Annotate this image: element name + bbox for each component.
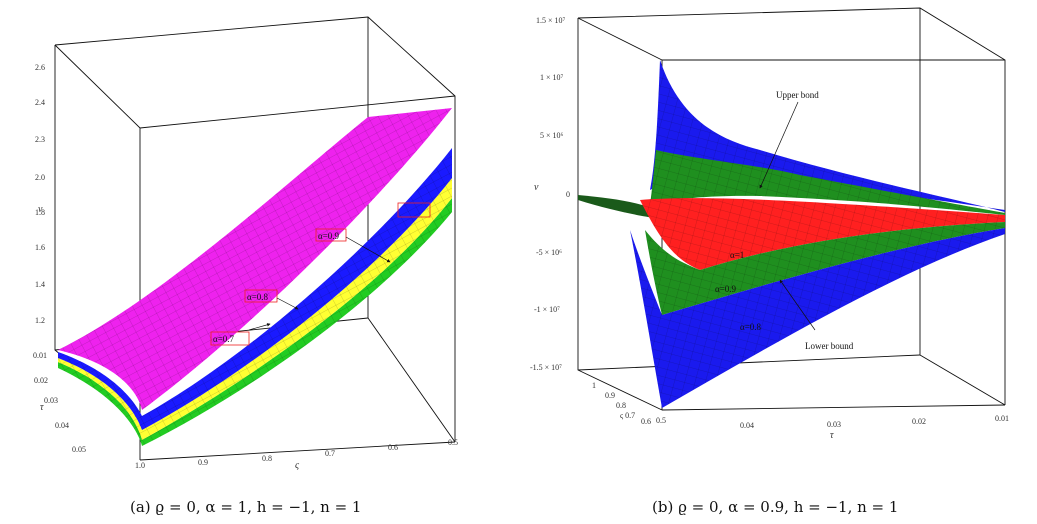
z-tick: 2.4 xyxy=(35,98,45,107)
z-tick: 1.2 xyxy=(35,316,45,325)
chart-a-annotations: α=0.9 α=0.8 α=0.7 xyxy=(210,202,431,346)
chart-b-x-ticks: 0.5 0.04 0.03 0.02 0.01 τ xyxy=(656,414,1009,441)
x-tick: 1.0 xyxy=(135,461,145,470)
y-tick: 0.6 xyxy=(641,417,651,426)
z-tick: 0.01 xyxy=(33,351,47,360)
x-tick: 0.8 xyxy=(262,454,272,463)
y-tick: 0.02 xyxy=(34,376,48,385)
z-tick: -1 × 10⁷ xyxy=(534,305,560,314)
surface-b-alpha-0.9-upper xyxy=(650,150,1005,215)
z-tick: -5 × 10⁶ xyxy=(536,248,562,257)
z-tick: 1.8 xyxy=(35,208,45,217)
z-tick: 5 × 10⁶ xyxy=(540,131,564,140)
surface-b-alpha-1 xyxy=(640,198,1005,270)
z-tick: -1.5 × 10⁷ xyxy=(530,363,562,372)
annotation-lower-bound: Lower bound xyxy=(805,341,854,351)
x-tick: 0.7 xyxy=(325,449,335,458)
chart-b-y-ticks: 1 0.9 0.8 ς 0.7 0.6 xyxy=(592,381,651,426)
surface-b-alpha-0.9-lower xyxy=(645,222,1005,315)
x-tick: 0.9 xyxy=(198,458,208,467)
z-tick: 1.4 xyxy=(35,280,45,289)
z-tick: 1 × 10⁷ xyxy=(540,73,564,82)
annotation-upper-bond: Upper bond xyxy=(776,90,819,100)
x-tick: 0.01 xyxy=(995,414,1009,423)
y-tick: 0.9 xyxy=(605,391,615,400)
surface-alpha-1 xyxy=(58,108,452,410)
chart-b: 1.5 × 10⁷ 1 × 10⁷ 5 × 10⁶ 0 -5 × 10⁶ -1 … xyxy=(530,7,1009,516)
x-tick: 0.03 xyxy=(827,420,841,429)
chart-b-annotations: Upper bond Lower bound α=1 α=0.9 α=0.8 xyxy=(715,90,854,351)
annotation-alpha-0.9: α=0.9 xyxy=(318,231,340,241)
chart-b-xlabel: τ xyxy=(830,430,834,441)
y-tick: 0.05 xyxy=(72,445,86,454)
y-tick: 1 xyxy=(592,381,596,390)
z-tick: 2.0 xyxy=(35,173,45,182)
x-tick: 0.5 xyxy=(656,416,666,425)
annotation-alpha-1: α=1 xyxy=(730,250,744,260)
caption-b: (b) ϱ = 0, α = 0.9, h = −1, n = 1 xyxy=(652,498,898,516)
chart-a-zlabel: ν xyxy=(38,204,43,215)
chart-a-y-ticks: 0.02 0.03 0.04 0.05 τ xyxy=(34,376,86,454)
annotation-alpha-0.8: α=0.8 xyxy=(247,292,269,302)
x-tick: 0.5 xyxy=(448,438,458,447)
z-tick: 1.6 xyxy=(35,243,45,252)
x-tick: 0.02 xyxy=(912,417,926,426)
caption-a: (a) ϱ = 0, α = 1, h = −1, n = 1 xyxy=(130,498,361,516)
chart-a-x-ticks: 1.0 0.9 0.8 0.7 0.6 0.5 ς xyxy=(135,438,458,471)
chart-a-z-ticks: 2.6 2.4 2.3 2.0 1.8 1.6 1.4 1.2 0.01 ν xyxy=(33,63,47,360)
y-tick: ς 0.7 xyxy=(620,411,635,420)
x-tick: 0.04 xyxy=(740,421,754,430)
surface-b-alpha-0.8-lower xyxy=(630,228,1005,408)
surface-b-flat-left xyxy=(578,195,655,218)
z-tick: 1.5 × 10⁷ xyxy=(536,16,566,25)
annotation-alpha-0.7: α=0.7 xyxy=(213,334,235,344)
y-tick: 0.04 xyxy=(55,421,69,430)
chart-b-zlabel: ν xyxy=(534,182,539,193)
chart-b-z-ticks: 1.5 × 10⁷ 1 × 10⁷ 5 × 10⁶ 0 -5 × 10⁶ -1 … xyxy=(530,16,570,372)
z-tick: 0 xyxy=(566,190,570,199)
z-tick: 2.3 xyxy=(35,135,45,144)
y-tick: 0.8 xyxy=(616,401,626,410)
annotation-alpha-0.9: α=0.9 xyxy=(715,284,737,294)
chart-a-ylabel: τ xyxy=(40,402,44,413)
annotation-alpha-0.8: α=0.8 xyxy=(740,322,762,332)
chart-a: 2.6 2.4 2.3 2.0 1.8 1.6 1.4 1.2 0.01 ν 0… xyxy=(33,16,458,516)
chart-a-xlabel: ς xyxy=(295,460,300,471)
y-tick: 0.03 xyxy=(44,396,58,405)
x-tick: 0.6 xyxy=(388,443,398,452)
z-tick: 2.6 xyxy=(35,63,45,72)
